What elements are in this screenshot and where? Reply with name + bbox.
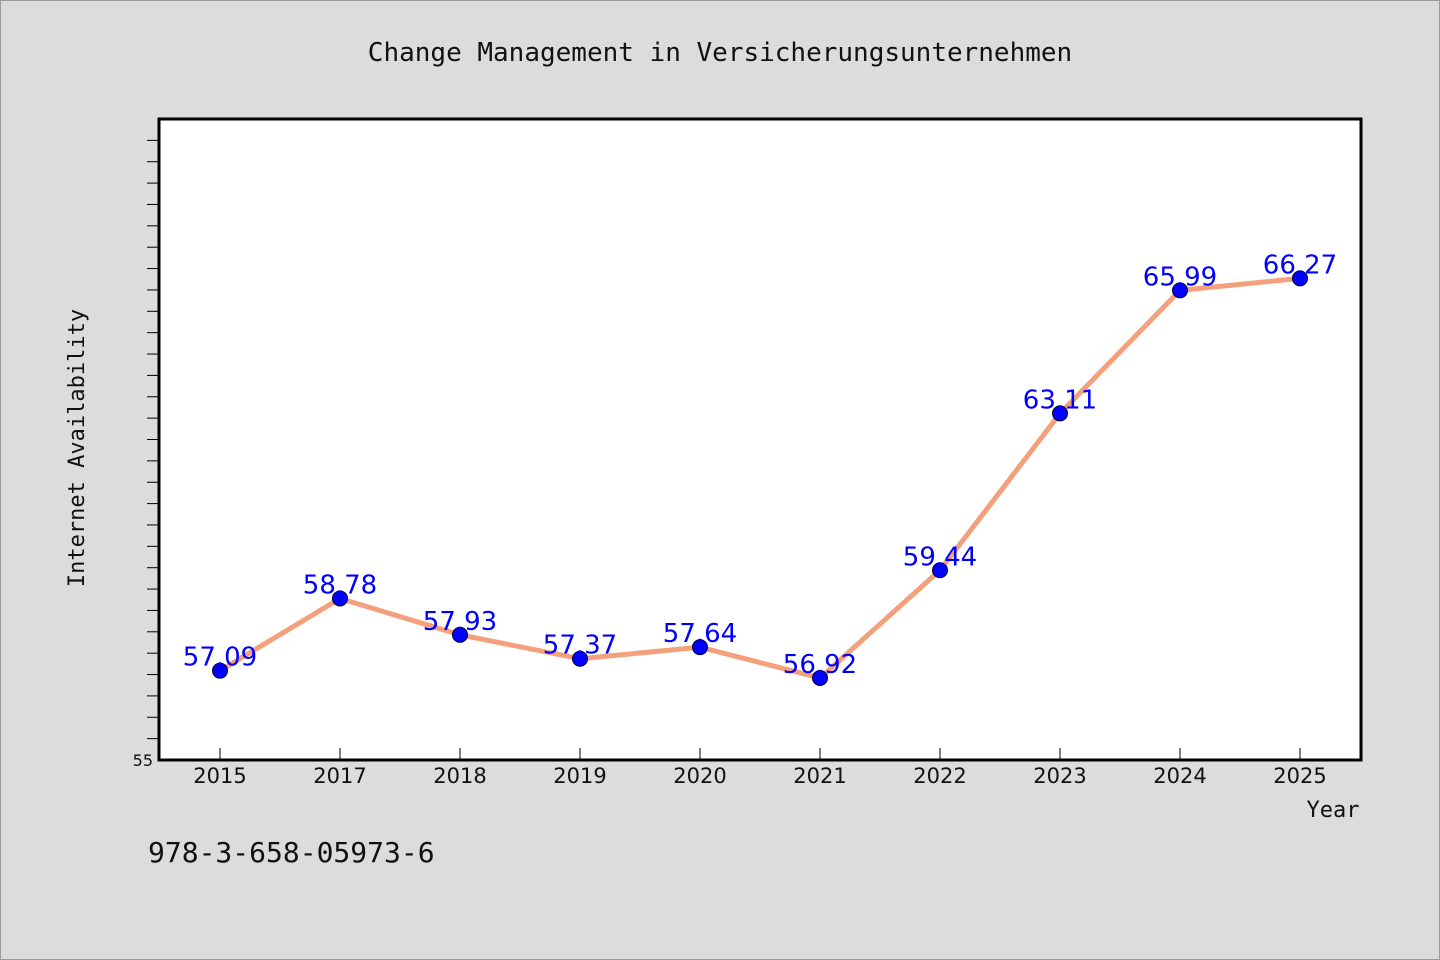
data-label: 59.44 <box>903 542 977 572</box>
isbn-text: 978-3-658-05973-6 <box>148 836 435 869</box>
series-line-group <box>217 275 1303 681</box>
x-tick-label: 2015 <box>193 764 246 788</box>
x-tick-label: 2021 <box>793 764 846 788</box>
data-point <box>1052 405 1068 422</box>
series-line <box>217 275 1303 681</box>
data-point <box>812 669 828 686</box>
chart-title: Change Management in Versicherungsuntern… <box>368 38 1072 68</box>
x-tick-label: 2017 <box>313 764 366 788</box>
data-markers <box>212 270 1308 686</box>
y-axis-ticks: 55 <box>133 139 159 770</box>
data-labels: 57.09 58.78 57.93 57.37 57.64 56.92 59.44 63.11… <box>183 250 1337 680</box>
y-axis-label: Internet Availability <box>65 309 90 587</box>
data-label: 63.11 <box>1023 385 1097 415</box>
data-label: 57.09 <box>183 643 257 673</box>
data-point <box>932 562 948 579</box>
data-label: 66.27 <box>1263 250 1337 280</box>
data-point <box>332 590 348 607</box>
x-tick-label: 2022 <box>913 764 966 788</box>
data-label: 65.99 <box>1143 262 1217 292</box>
x-tick-label: 2024 <box>1153 764 1206 788</box>
data-label: 56.92 <box>783 650 857 680</box>
data-label: 57.64 <box>663 619 737 649</box>
plot-area <box>157 117 1363 762</box>
data-label: 57.93 <box>423 607 497 637</box>
data-point <box>692 639 708 656</box>
x-tick-label: 2018 <box>433 764 486 788</box>
data-point <box>1292 270 1308 287</box>
x-tick-label: 2019 <box>553 764 606 788</box>
x-axis-ticks: 2015 2017 2018 2019 2020 2021 2022 2023 2024 2025 <box>193 748 1327 788</box>
x-tick-label: 2023 <box>1033 764 1086 788</box>
data-point <box>1172 282 1188 299</box>
x-axis-label: Year <box>1307 798 1360 823</box>
data-label: 57.37 <box>543 631 617 661</box>
data-point <box>212 662 228 679</box>
data-point <box>452 626 468 643</box>
y-tick-label: 55 <box>133 751 153 770</box>
data-point <box>572 650 588 667</box>
data-label: 58.78 <box>303 570 377 600</box>
x-tick-label: 2020 <box>673 764 726 788</box>
x-tick-label: 2025 <box>1273 764 1326 788</box>
